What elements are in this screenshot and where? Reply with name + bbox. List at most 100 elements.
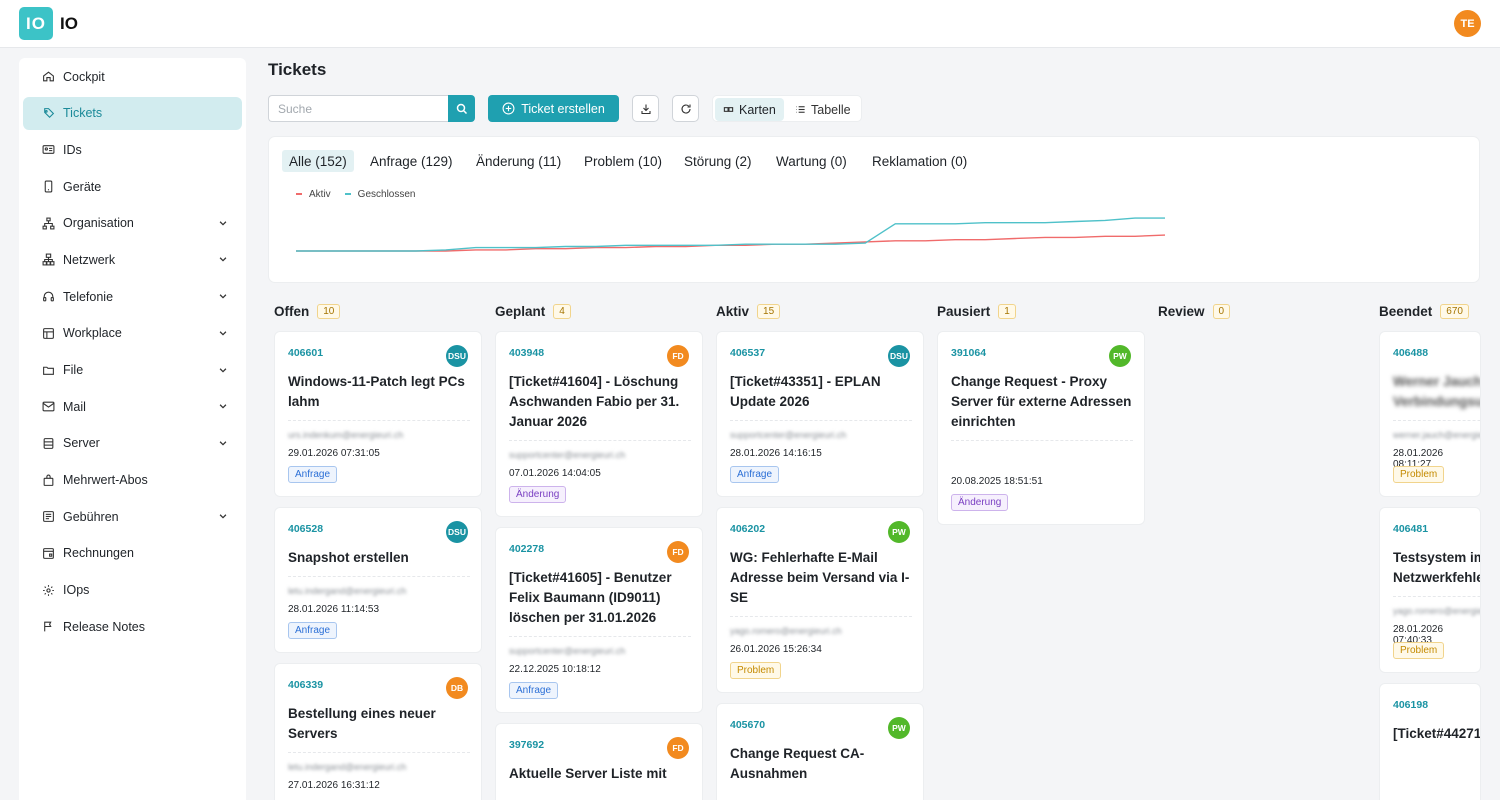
chevron-down-icon[interactable]: [218, 218, 228, 228]
sidebar-item-cockpit[interactable]: Cockpit: [23, 60, 242, 93]
chevron-down-icon[interactable]: [218, 511, 228, 521]
view-table-option[interactable]: Tabelle: [787, 98, 859, 121]
filter-tab[interactable]: Reklamation (0): [872, 153, 968, 169]
ticket-id[interactable]: 406339: [288, 679, 324, 691]
ticket-id[interactable]: 391064: [951, 347, 987, 359]
search-button[interactable]: [448, 95, 475, 122]
sidebar-item-organisation[interactable]: Organisation: [23, 207, 242, 240]
chevron-down-icon[interactable]: [218, 328, 228, 338]
sidebar-item-workplace[interactable]: Workplace: [23, 317, 242, 350]
filter-tab[interactable]: Problem (10): [584, 153, 663, 169]
ticket-card[interactable]: 406601 DSU Windows-11-Patch legt PCs lahm u…: [274, 331, 482, 497]
ticket-title: Werner Jauch MyWorkplace Verbindungsunte…: [1393, 374, 1481, 409]
user-avatar[interactable]: TE: [1454, 10, 1481, 37]
legend-item-geschlossen[interactable]: Geschlossen: [344, 189, 416, 200]
sidebar-item-mehrwert-abos[interactable]: Mehrwert-Abos: [23, 464, 242, 497]
requester-email: supportcenter@energieuri.ch: [730, 430, 847, 440]
sidebar-item-label: Cockpit: [63, 69, 105, 84]
ticket-card[interactable]: 402278 FD [Ticket#41605] - Benutzer Felix …: [495, 527, 703, 713]
ticket-id[interactable]: 406528: [288, 523, 324, 535]
view-cards-option[interactable]: Karten: [715, 98, 784, 121]
column-header-review: Review 0: [1158, 304, 1231, 319]
view-cards-label: Karten: [739, 102, 776, 117]
assignee-avatar: PW: [888, 717, 910, 739]
ticket-card[interactable]: 406339 DB Bestellung eines neuer Servers le…: [274, 663, 482, 800]
column-title: Pausiert: [937, 304, 991, 319]
sidebar-item-release-notes[interactable]: Release Notes: [23, 610, 242, 643]
legend-label: Geschlossen: [357, 189, 416, 200]
filter-tab[interactable]: Änderung (11): [476, 153, 562, 169]
search-input[interactable]: [268, 95, 448, 122]
ticket-id[interactable]: 406198: [1393, 699, 1429, 711]
ticket-type-tag: Anfrage: [509, 682, 559, 699]
filter-tab[interactable]: Wartung (0): [776, 153, 847, 169]
sidebar-item-gebühren[interactable]: Gebühren: [23, 500, 242, 533]
sidebar-item-telefonie[interactable]: Telefonie: [23, 280, 242, 313]
ticket-type-tag: Anfrage: [288, 622, 338, 639]
chevron-down-icon[interactable]: [218, 438, 228, 448]
ticket-card[interactable]: 406198 [Ticket#44271] SID:301035]: [1379, 683, 1481, 800]
sidebar-item-iops[interactable]: IOps: [23, 574, 242, 607]
ticket-card[interactable]: 406537 DSU [Ticket#43351] - EPLAN Update 2…: [716, 331, 924, 497]
column-count-badge: 15: [757, 304, 781, 319]
assignee-avatar: PW: [888, 521, 910, 543]
legend-item-aktiv[interactable]: Aktiv: [296, 189, 331, 200]
ticket-date: 28.01.2026 14:16:15: [730, 448, 822, 459]
series-line-aktiv: [296, 234, 1166, 252]
ticket-id[interactable]: 397692: [509, 739, 545, 751]
ticket-type-tag: Änderung: [509, 486, 567, 503]
ticket-id[interactable]: 406601: [288, 347, 324, 359]
sidebar-item-server[interactable]: Server: [23, 427, 242, 460]
ticket-date: 28.01.2026 08:11:27: [1393, 448, 1444, 470]
column-title: Beendet: [1379, 304, 1433, 319]
ticket-id[interactable]: 406481: [1393, 523, 1429, 535]
chevron-down-icon[interactable]: [218, 291, 228, 301]
ticket-card[interactable]: 403948 FD [Ticket#41604] - Löschung Aschwa…: [495, 331, 703, 517]
filter-tab[interactable]: Alle (152): [282, 150, 354, 172]
sidebar-item-file[interactable]: File: [23, 354, 242, 387]
requester-email: letu.indergand@energieuri.ch: [288, 586, 407, 596]
ticket-card[interactable]: 406488 Werner Jauch MyWorkplace Verbindun…: [1379, 331, 1481, 497]
ticket-id[interactable]: 406202: [730, 523, 766, 535]
card-divider: [730, 616, 912, 617]
ticket-type-tag: Anfrage: [730, 466, 780, 483]
ticket-card[interactable]: 406481 Testsystem im Netzwerkfehler yago.r…: [1379, 507, 1481, 673]
sidebar-item-tickets[interactable]: Tickets: [23, 96, 242, 130]
refresh-button[interactable]: [672, 95, 699, 122]
app-logo[interactable]: IO: [19, 7, 53, 40]
ticket-id[interactable]: 406537: [730, 347, 766, 359]
ticket-card[interactable]: 397692 FD Aktuelle Server Liste mit: [495, 723, 703, 800]
trend-chart: [296, 217, 1166, 252]
filter-tab[interactable]: Störung (2): [684, 153, 752, 169]
ticket-card[interactable]: 406528 DSU Snapshot erstellen letu.indergan…: [274, 507, 482, 653]
ticket-type-tag: Problem: [1393, 642, 1445, 659]
chart-legend: Aktiv Geschlossen: [296, 189, 415, 200]
card-divider: [509, 440, 691, 441]
ticket-date: 28.01.2026 07:40:33: [1393, 624, 1444, 646]
sidebar-item-netzwerk[interactable]: Netzwerk: [23, 243, 242, 276]
ticket-id[interactable]: 403948: [509, 347, 545, 359]
sidebar-item-label: Geräte: [63, 179, 102, 194]
chevron-down-icon[interactable]: [218, 401, 228, 411]
sidebar-item-rechnungen[interactable]: Rechnungen: [23, 537, 242, 570]
download-button[interactable]: [632, 95, 659, 122]
download-icon: [640, 104, 651, 114]
create-ticket-button[interactable]: Ticket erstellen: [488, 95, 619, 122]
ticket-id[interactable]: 406488: [1393, 347, 1429, 359]
ticket-card[interactable]: 406202 PW WG: Fehlerhafte E-Mail Adresse b…: [716, 507, 924, 693]
ticket-card[interactable]: 405670 PW Change Request CA-Ausnahmen: [716, 703, 924, 800]
column-count-badge: 0: [1212, 304, 1231, 319]
chevron-down-icon[interactable]: [218, 254, 228, 264]
chevron-down-icon[interactable]: [218, 365, 228, 375]
ticket-id[interactable]: 402278: [509, 543, 545, 555]
card-divider: [288, 576, 470, 577]
sidebar-item-ids[interactable]: IDs: [23, 133, 242, 166]
filter-tab[interactable]: Anfrage (129): [370, 153, 453, 169]
ticket-card[interactable]: 391064 PW Change Request - Proxy Server fü…: [937, 331, 1145, 525]
ticket-id[interactable]: 405670: [730, 719, 766, 731]
sidebar-item-geräte[interactable]: Geräte: [23, 170, 242, 203]
column-count-badge: 4: [553, 304, 571, 319]
sidebar-item-mail[interactable]: Mail: [23, 390, 242, 423]
requester-email: letu.indergand@energieuri.ch: [288, 762, 407, 772]
fees-icon: [41, 510, 55, 524]
